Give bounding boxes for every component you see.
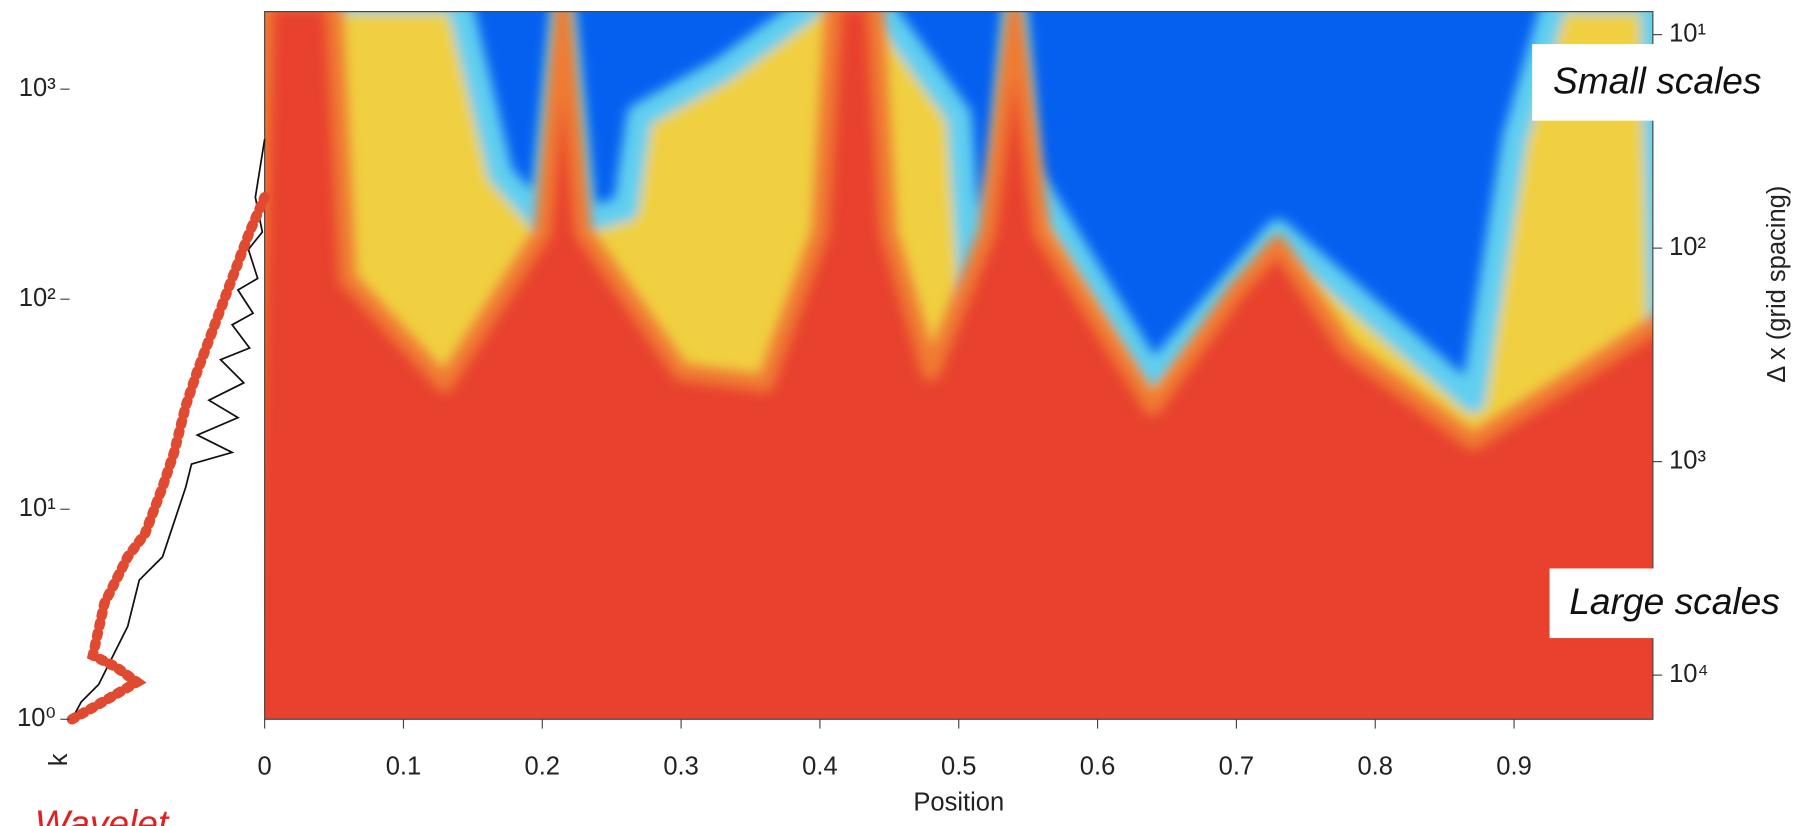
y-tick-label: 10² xyxy=(19,284,56,312)
x-tick-label: 0.3 xyxy=(663,753,698,781)
x-axis-label: Position xyxy=(913,789,1004,817)
x-tick-label: 0 xyxy=(258,753,272,781)
x-tick-label: 0.7 xyxy=(1219,753,1254,781)
y-tick-label: 10⁰ xyxy=(17,704,56,732)
x-tick-label: 0.2 xyxy=(525,753,560,781)
x-tick-label: 0.1 xyxy=(386,753,421,781)
x-tick-label: 0.9 xyxy=(1496,753,1531,781)
annotation: Wavelet xyxy=(35,802,170,826)
heatmap-high-region xyxy=(264,11,1653,720)
annotation: Large scales xyxy=(1569,580,1780,622)
y2-tick-label: 10² xyxy=(1669,233,1706,261)
x-tick-label: 0.8 xyxy=(1357,753,1392,781)
annotation: Small scales xyxy=(1553,59,1761,101)
x-tick-label: 0.4 xyxy=(802,753,837,781)
y2-tick-label: 10³ xyxy=(1669,446,1706,474)
y-tick-label: 10³ xyxy=(19,74,56,102)
y-tick-label: 10¹ xyxy=(19,494,56,522)
wavelet-spectrum-line xyxy=(71,196,267,721)
x-tick-label: 0.6 xyxy=(1080,753,1115,781)
heatmap xyxy=(264,11,1653,720)
wavelet-spectrum xyxy=(66,191,270,725)
x-tick-label: 0.5 xyxy=(941,753,976,781)
y2-tick-label: 10⁴ xyxy=(1669,660,1708,688)
y-axis-label: k xyxy=(45,753,73,766)
spectrum-line xyxy=(71,139,266,720)
y2-axis-label: Δ x (grid spacing) xyxy=(1763,186,1791,383)
annotation-box xyxy=(1549,568,1808,639)
y2-tick-label: 10¹ xyxy=(1669,19,1706,47)
annotation-box xyxy=(1532,44,1800,121)
